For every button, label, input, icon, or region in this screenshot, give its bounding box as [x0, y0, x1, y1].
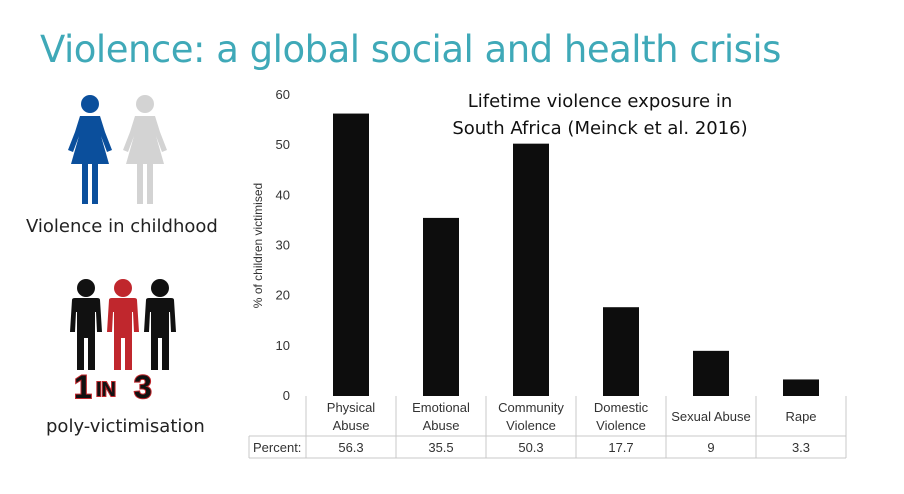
people-group-icon: [70, 279, 176, 370]
slide-title: Violence: a global social and health cri…: [40, 28, 781, 71]
one-in-three-stat: 1 IN 3: [73, 370, 153, 402]
x-tick-label: Abuse: [333, 418, 370, 433]
bar: [513, 143, 549, 396]
chart-title: Lifetime violence exposure in South Afri…: [452, 91, 748, 139]
female-figure-icon: [68, 95, 167, 204]
table-value: 56.3: [338, 440, 363, 455]
table-value: 35.5: [428, 440, 453, 455]
stat-number-three: 3: [134, 370, 152, 402]
bar: [333, 113, 369, 396]
stat-in: IN: [96, 379, 116, 401]
x-tick-label: Domestic: [594, 400, 649, 415]
x-tick-label: Community: [498, 400, 564, 415]
table-value: 9: [707, 440, 714, 455]
x-tick-label: Violence: [596, 418, 646, 433]
table-row-label: Percent:: [253, 440, 301, 455]
x-tick-label: Sexual Abuse: [671, 409, 751, 424]
x-tick-label: Rape: [785, 409, 816, 424]
y-tick-label: 0: [283, 388, 290, 403]
y-tick-label: 30: [276, 238, 290, 253]
table-value: 17.7: [608, 440, 633, 455]
x-tick-label: Abuse: [423, 418, 460, 433]
caption-childhood: Violence in childhood: [26, 216, 218, 237]
table-value: 3.3: [792, 440, 810, 455]
table-value: 50.3: [518, 440, 543, 455]
y-tick-label: 60: [276, 87, 290, 102]
y-tick-label: 10: [276, 338, 290, 353]
y-axis-label: % of children victimised: [251, 183, 265, 308]
y-tick-label: 40: [276, 187, 290, 202]
y-tick-label: 20: [276, 288, 290, 303]
bar: [603, 307, 639, 396]
x-tick-label: Emotional: [412, 400, 470, 415]
x-tick-label: Violence: [506, 418, 556, 433]
bar: [423, 217, 459, 396]
caption-poly-victimisation: poly-victimisation: [46, 416, 205, 437]
y-tick-label: 50: [276, 137, 290, 152]
x-tick-label: Physical: [327, 400, 376, 415]
stat-number-one: 1: [74, 370, 92, 402]
bar: [783, 379, 819, 396]
bar: [693, 350, 729, 396]
